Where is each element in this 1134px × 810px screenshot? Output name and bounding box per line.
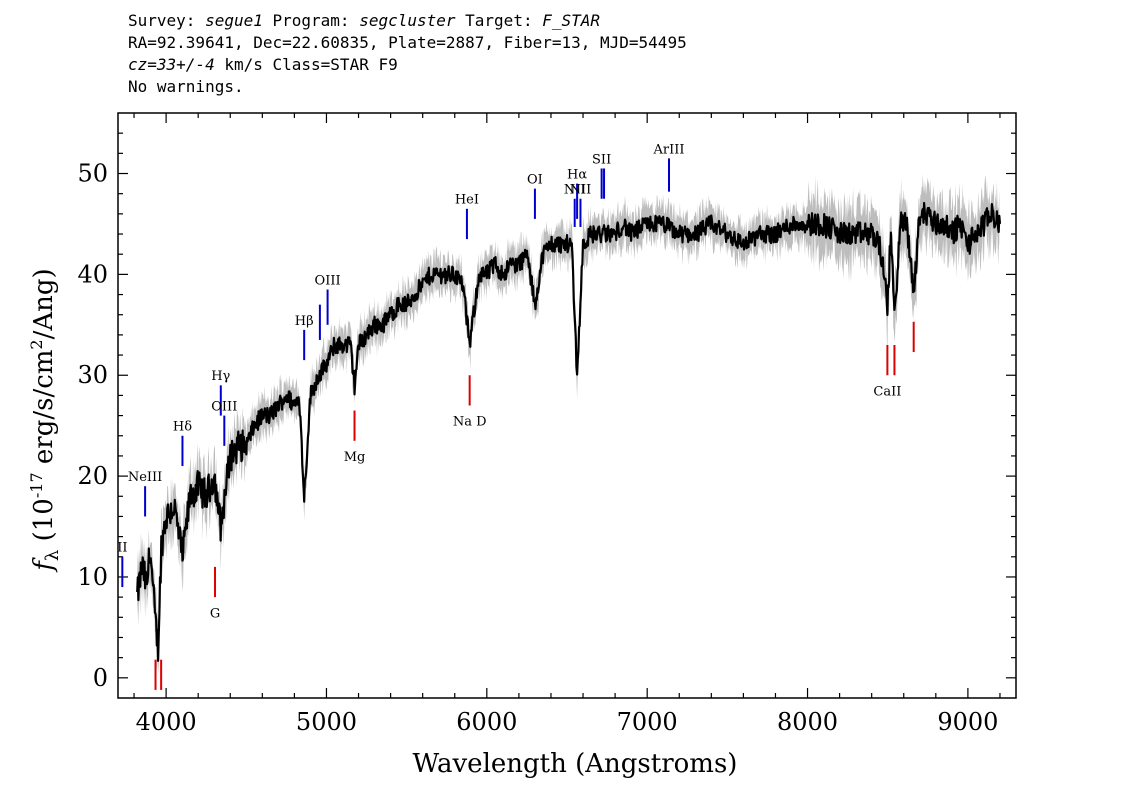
emission-line-label: OI bbox=[527, 173, 543, 188]
y-axis-title-part: λ bbox=[42, 550, 63, 561]
x-tick-label: 9000 bbox=[937, 708, 998, 736]
absorption-line-label: Na D bbox=[453, 415, 487, 430]
emission-line-label: ArIII bbox=[652, 142, 684, 157]
x-tick-label: 5000 bbox=[296, 708, 357, 736]
y-axis-title: fλ (10-17 erg/s/cm2/Ang) bbox=[27, 268, 63, 572]
y-axis-title-part: 2 bbox=[27, 339, 46, 349]
emission-line-label: SII bbox=[592, 152, 611, 167]
header-line-1: Survey: segue1 Program: segcluster Targe… bbox=[128, 10, 687, 32]
emission-line-label: NII bbox=[570, 183, 592, 198]
x-tick-label: 8000 bbox=[777, 708, 838, 736]
header-text-part: Survey: bbox=[128, 11, 206, 30]
emission-line-label: HeI bbox=[455, 193, 479, 208]
y-tick-label: 0 bbox=[93, 664, 108, 692]
emission-line-label: OIII bbox=[211, 400, 237, 415]
x-tick-label: 6000 bbox=[456, 708, 517, 736]
emission-line-label: NeIII bbox=[128, 470, 162, 485]
x-tick-label: 4000 bbox=[136, 708, 197, 736]
plot-frame bbox=[117, 112, 1017, 699]
y-axis-title-part: -17 bbox=[27, 472, 46, 498]
header-text-part: cz=33+/-4 bbox=[128, 55, 215, 74]
emission-line-label: Hγ bbox=[211, 369, 230, 384]
emission-line-label: Hα bbox=[567, 168, 587, 183]
spectrum-header: Survey: segue1 Program: segcluster Targe… bbox=[128, 10, 687, 98]
emission-line-label: Hδ bbox=[173, 420, 192, 435]
header-text-part: Program: bbox=[262, 11, 360, 30]
y-axis-title-part: erg/s/cm bbox=[29, 350, 59, 473]
y-tick-label: 20 bbox=[77, 462, 108, 490]
emission-line-label: II bbox=[117, 541, 127, 556]
y-axis-title-part: (10 bbox=[29, 498, 59, 550]
x-axis-title: Wavelength (Angstroms) bbox=[413, 749, 738, 779]
y-tick-label: 30 bbox=[77, 361, 108, 389]
header-line-2: RA=92.39641, Dec=22.60835, Plate=2887, F… bbox=[128, 33, 687, 52]
header-text-part: segcluster bbox=[359, 11, 456, 30]
emission-line-label: Hβ bbox=[295, 314, 314, 329]
emission-line-label: NII bbox=[564, 183, 586, 198]
header-line-3: cz=33+/-4 km/s Class=STAR F9 bbox=[128, 54, 687, 76]
emission-line-label: OIII bbox=[315, 273, 341, 288]
y-axis-title-part: /Ang) bbox=[29, 268, 59, 339]
header-text-part: km/s Class=STAR F9 bbox=[214, 55, 398, 74]
absorption-line-label: G bbox=[210, 606, 220, 621]
header-line-4: No warnings. bbox=[128, 77, 244, 96]
y-tick-label: 10 bbox=[77, 563, 108, 591]
y-tick-label: 40 bbox=[77, 260, 108, 288]
x-tick-label: 7000 bbox=[617, 708, 678, 736]
header-text-part: segue1 bbox=[205, 11, 263, 30]
y-tick-label: 50 bbox=[77, 160, 108, 188]
absorption-line-label: Mg bbox=[344, 450, 366, 465]
header-text-part: Target: bbox=[455, 11, 543, 30]
absorption-line-label: CaII bbox=[873, 384, 901, 399]
spectrum-line bbox=[136, 201, 1002, 662]
header-text-part: F_STAR bbox=[542, 11, 601, 30]
